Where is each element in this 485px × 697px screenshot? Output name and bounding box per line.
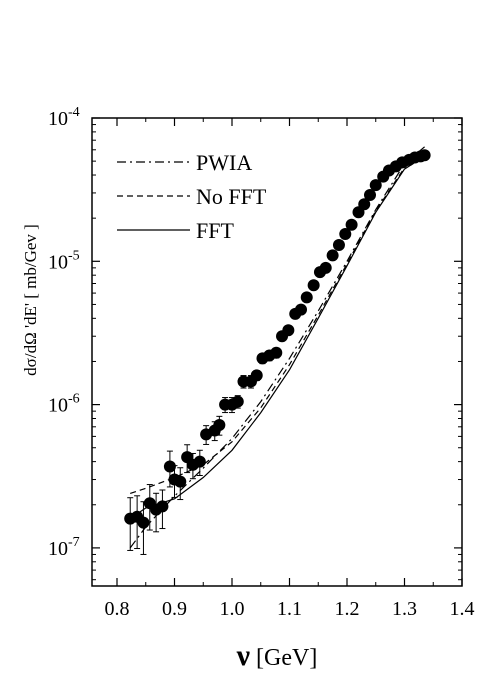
- data-point: [364, 189, 376, 202]
- x-tick-label: 1.0: [220, 598, 245, 620]
- data-point: [213, 419, 226, 432]
- data-point: [156, 500, 169, 513]
- data-point: [137, 516, 150, 529]
- legend-label: No FFT: [196, 184, 267, 209]
- data-point: [193, 455, 206, 468]
- series-line-pwia: [129, 146, 425, 549]
- x-tick-label: 0.8: [105, 598, 130, 620]
- data-point: [174, 475, 187, 488]
- x-tick-label: 0.9: [162, 598, 187, 620]
- data-point: [295, 303, 307, 316]
- y-tick-label: 10-4: [48, 105, 80, 130]
- data-point: [282, 324, 295, 337]
- data-point: [270, 346, 283, 359]
- legend: PWIA No FFT FFT: [117, 150, 267, 243]
- y-tick-label: 10-6: [48, 392, 80, 417]
- data-point: [332, 238, 345, 251]
- data-point: [300, 291, 313, 304]
- x-tick-label: 1.4: [450, 598, 475, 620]
- data-point: [326, 249, 339, 262]
- series-line-fft: [129, 155, 425, 520]
- y-axis-label: dσ/dΩ 'dE' [ mb/Gev ]: [21, 224, 40, 376]
- data-points: [124, 149, 431, 555]
- x-tick-label: 1.1: [277, 598, 302, 620]
- data-point: [307, 279, 320, 292]
- legend-label: PWIA: [196, 150, 252, 175]
- x-axis-label: ν [GeV]: [236, 639, 318, 672]
- axis-ticks: [92, 117, 463, 586]
- y-tick-label: 10-5: [48, 248, 80, 273]
- x-tick-label: 1.3: [392, 598, 417, 620]
- x-tick-label: 1.2: [335, 598, 360, 620]
- axis-labels: 0.8 0.9 1.0 1.1 1.2 1.3 1.4 10-7 10-6 10-5 10-4 ν […: [21, 105, 475, 672]
- data-point: [250, 369, 263, 382]
- data-point: [339, 228, 352, 241]
- data-point: [231, 395, 244, 408]
- data-point: [345, 218, 358, 231]
- y-tick-label: 10-7: [48, 535, 80, 560]
- data-point: [418, 149, 431, 162]
- data-point: [369, 179, 382, 192]
- legend-label: FFT: [196, 218, 234, 243]
- data-point: [319, 261, 332, 274]
- series-line-no-fft: [130, 151, 425, 494]
- data-point: [358, 198, 371, 211]
- plot-frame: [91, 117, 463, 587]
- data-point: [163, 460, 176, 473]
